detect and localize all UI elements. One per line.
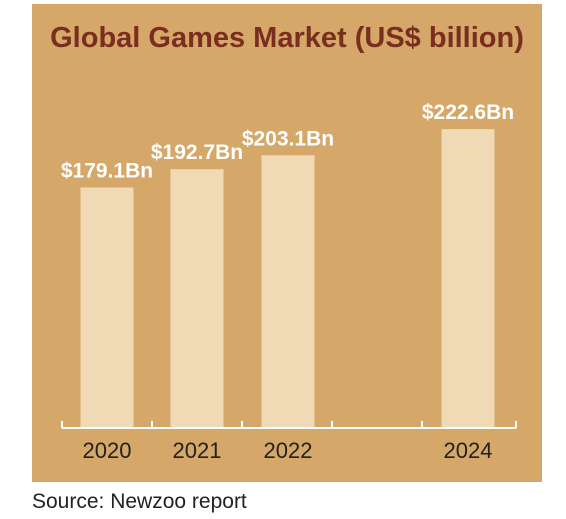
tick-label-2024: 2024 <box>444 438 493 463</box>
tick-label-2022: 2022 <box>264 438 313 463</box>
bar-chart: $179.1Bn 2020 $192.7Bn 2021 $203.1Bn 2022 $222… <box>61 101 517 463</box>
tick-label-2020: 2020 <box>83 438 132 463</box>
value-label-2024: $222.6Bn <box>422 101 514 124</box>
chart-panel: Global Games Market (US$ billion) $179.1… <box>32 4 542 482</box>
value-label-2022: $203.1Bn <box>242 127 334 150</box>
bar-2020 <box>80 187 134 428</box>
value-label-2020: $179.1Bn <box>61 159 153 182</box>
bar-2021 <box>170 169 224 428</box>
chart-title: Global Games Market (US$ billion) <box>50 22 524 54</box>
tick-label-2021: 2021 <box>173 438 222 463</box>
bar-2024 <box>441 129 495 428</box>
value-label-2021: $192.7Bn <box>151 141 243 164</box>
source-note: Source: Newzoo report <box>32 490 247 513</box>
bar-2022 <box>261 155 315 428</box>
